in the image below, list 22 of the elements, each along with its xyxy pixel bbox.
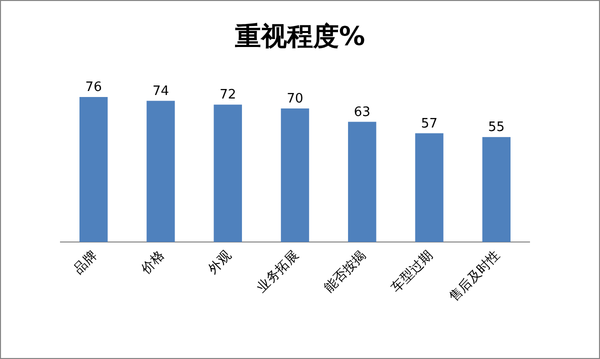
bar: [79, 97, 108, 242]
bar: [482, 137, 511, 242]
bar: [348, 122, 376, 242]
bar: [146, 100, 175, 242]
x-tick-label: 能否按揭: [322, 248, 369, 296]
x-tick-label: 售后及时性: [446, 248, 504, 305]
data-label: 76: [85, 80, 102, 95]
data-label: 72: [220, 88, 236, 103]
x-tick-label: 品牌: [71, 248, 100, 278]
x-tick-label: 业务拓展: [254, 248, 302, 296]
data-label: 70: [286, 91, 304, 106]
data-label: 63: [354, 104, 370, 120]
x-tick-label: 车型过期: [388, 248, 436, 296]
data-label: 74: [152, 84, 169, 99]
x-tick-label: 外观: [206, 248, 235, 278]
data-label: 55: [488, 120, 505, 136]
bar: [280, 108, 310, 242]
x-tick-label: 价格: [138, 248, 168, 278]
data-label: 57: [421, 116, 438, 132]
bar: [415, 133, 444, 242]
bar: [214, 104, 242, 242]
chart-title: 重视程度%: [234, 22, 366, 52]
